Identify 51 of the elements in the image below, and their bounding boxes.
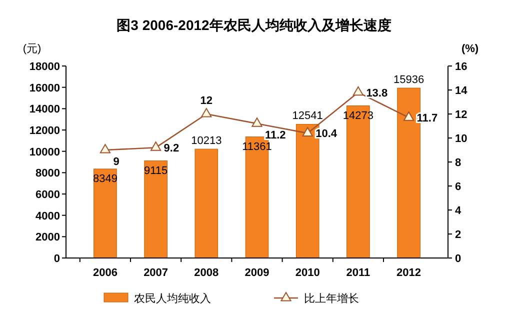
point [150,142,162,151]
x-tick-label: 2008 [194,267,219,279]
point [352,86,364,96]
data-label: 12541 [292,110,323,122]
y-tick-label: 2000 [36,232,60,244]
y-tick-label: 0 [54,253,60,265]
y2-tick-label: 14 [455,85,468,97]
data-label: 8349 [92,172,118,185]
y2-tick-label: 6 [455,181,462,193]
y2-tick-label: 12 [455,109,468,121]
y-axis-title: (元) [22,43,42,55]
point [302,127,313,136]
y2-tick-label: 16 [455,61,468,73]
y-tick-label: 10000 [29,146,60,158]
data-label: 12 [200,95,213,107]
y-tick-label: 6000 [36,189,60,201]
y2-tick-label: 2 [455,229,462,241]
y-tick-label: 16000 [29,82,60,94]
x-tick-label: 2010 [295,267,320,279]
point [201,108,212,118]
x-tick-label: 2006 [92,267,118,279]
x-tick-label: 2007 [144,267,168,279]
y2-tick-label: 8 [455,157,462,169]
y-tick-label: 8000 [36,168,60,180]
y2-tick-label: 10 [455,133,468,145]
bar [194,148,218,258]
point [252,118,262,127]
chart-title: 图3 2006-2012年农民人均纯收入及增长速度 [116,17,392,33]
legend-label: 农民人均纯收入 [134,292,211,305]
y2-tick-label: 0 [455,253,462,265]
y2-tick-label: 4 [455,205,462,217]
data-label: 9 [113,156,120,168]
data-label: 13.8 [366,87,388,100]
data-label: 15936 [393,74,424,86]
legend-label: 比上年增长 [304,292,359,305]
y-tick-label: 14000 [29,104,60,116]
point [100,144,111,154]
x-tick-label: 2009 [244,267,270,279]
bar [144,160,168,258]
x-tick-label: 2012 [396,267,422,279]
data-label: 11.2 [265,130,286,142]
data-label: 9115 [144,164,168,177]
y-tick-label: 12000 [29,125,60,137]
y2-axis-title: (%) [461,43,479,55]
y-tick-label: 18000 [29,61,60,73]
bar [94,168,117,258]
y-tick-label: 4000 [36,210,60,222]
point [403,112,414,121]
data-label: 10213 [191,135,222,148]
data-label: 9.2 [164,142,180,155]
x-tick-label: 2011 [346,267,370,279]
